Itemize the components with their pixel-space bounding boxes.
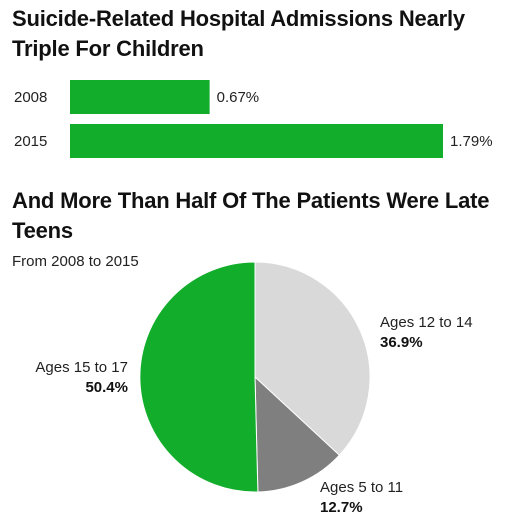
bar-2008 [70, 80, 210, 114]
pie-slice-label: Ages 15 to 17 [35, 359, 128, 376]
pie-slice-label: Ages 12 to 14 [380, 314, 473, 331]
pie-slice-value: 36.9% [380, 334, 423, 351]
pie-slice-ages-12-to-14 [254, 262, 371, 456]
pie-slice-value: 50.4% [85, 379, 128, 396]
pie-slice-ages-5-to-11 [254, 375, 341, 493]
pie-subtitle: From 2008 to 2015 [12, 253, 139, 270]
bar-chart: 2008 0.67% 2015 1.79% [14, 80, 493, 158]
pie-slice-ages-15-to-17 [139, 262, 259, 493]
chart-title-age-groups: And More Than Half Of The Patients Were … [12, 188, 490, 243]
pie-slice-value: 12.7% [320, 499, 363, 516]
bar-value-label: 1.79% [450, 133, 493, 150]
bar-category-label: 2015 [14, 133, 47, 150]
pie-slice-label: Ages 5 to 11 [320, 479, 403, 496]
chart-title-admissions: Suicide-Related Hospital Admissions Near… [12, 6, 465, 61]
bar-value-label: 0.67% [217, 89, 260, 106]
pie-chart: Ages 12 to 14 36.9% Ages 5 to 11 12.7% Ages … [35, 262, 473, 516]
bar-category-label: 2008 [14, 89, 47, 106]
bar-2015 [70, 124, 443, 158]
